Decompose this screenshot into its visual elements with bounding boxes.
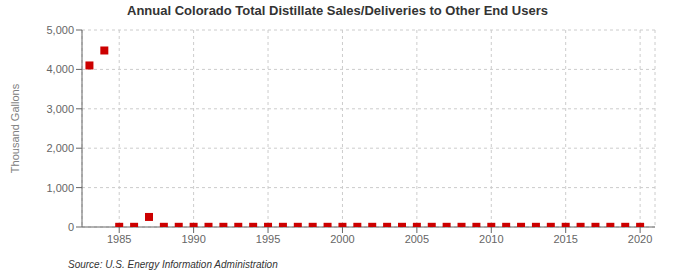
svg-text:2005: 2005 [405, 233, 429, 245]
svg-text:2015: 2015 [553, 233, 577, 245]
svg-text:2,000: 2,000 [46, 142, 74, 154]
svg-text:Thousand Gallons: Thousand Gallons [9, 83, 21, 173]
svg-text:1990: 1990 [181, 233, 205, 245]
html-text:Source: U.S. Energy Informatio: Source: U.S. Energy Information Administ… [68, 259, 278, 270]
html-text:Annual Colorado Total Distilla: Annual Colorado Total Distillate Sales/D… [127, 3, 548, 18]
svg-text:4,000: 4,000 [46, 63, 74, 75]
svg-text:2000: 2000 [330, 233, 354, 245]
svg-text:0: 0 [68, 221, 74, 233]
svg-text:3,000: 3,000 [46, 103, 74, 115]
svg-text:2020: 2020 [628, 233, 652, 245]
svg-text:1995: 1995 [256, 233, 280, 245]
svg-text:1,000: 1,000 [46, 182, 74, 194]
svg-text:5,000: 5,000 [46, 24, 74, 36]
svg-text:1985: 1985 [107, 233, 131, 245]
svg-text:2010: 2010 [479, 233, 503, 245]
